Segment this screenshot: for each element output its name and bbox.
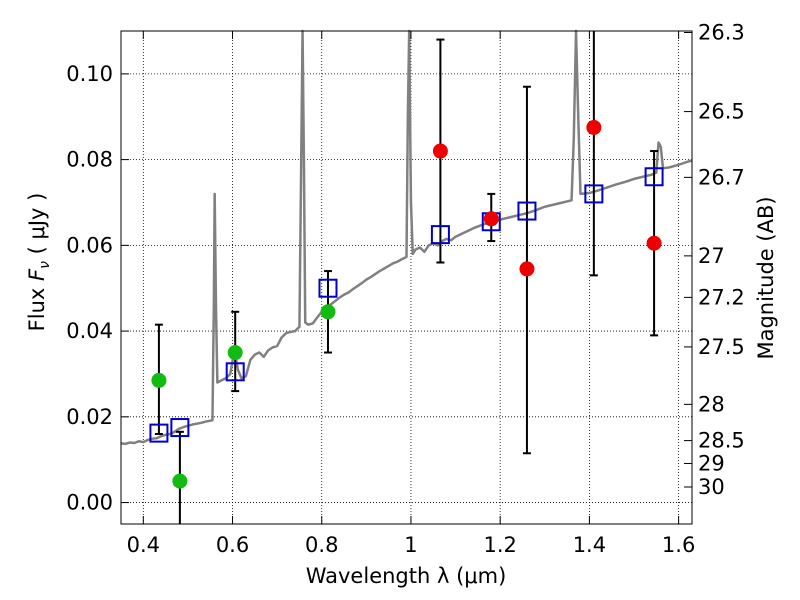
y-tick-label: 0.10 — [66, 62, 113, 86]
spectrum-line — [120, 29, 693, 446]
error-bars — [154, 31, 659, 524]
x-axis-label: Wavelength λ (μm) — [306, 564, 507, 588]
right-tick-label: 27.2 — [698, 285, 745, 309]
tick-labels: 0.4 0.6 0.8 1 1.2 1.4 1.6 0.00 0.02 0.04 0.06 0.08 0… — [66, 21, 745, 557]
green-data-point — [151, 372, 167, 388]
model-square-marker — [170, 418, 190, 438]
data-markers — [149, 119, 664, 489]
red-data-point — [519, 261, 535, 277]
x-tick-label: 0.6 — [216, 533, 249, 557]
model-square-marker — [644, 167, 664, 187]
red-data-point — [483, 211, 499, 227]
red-data-point — [432, 143, 448, 159]
red-data-point — [586, 119, 602, 135]
y-axis-label-sub: ν — [37, 261, 53, 269]
y-tick-label: 0.06 — [66, 233, 113, 257]
right-tick-label: 26.3 — [698, 21, 745, 45]
model-spectrum — [120, 29, 693, 446]
right-tick-label: 26.7 — [698, 165, 745, 189]
right-tick-label: 28 — [698, 392, 725, 416]
right-tick-label: 27 — [698, 244, 725, 268]
x-tick-label: 1.6 — [662, 533, 695, 557]
x-tick-label: 1.2 — [483, 533, 516, 557]
model-square-marker — [584, 184, 604, 204]
model-square-marker — [225, 362, 245, 382]
y-tick-label: 0.00 — [66, 491, 113, 515]
model-square-marker — [430, 225, 450, 245]
axis-ticks — [121, 31, 692, 524]
right-tick-label: 27.5 — [698, 335, 745, 359]
y-axis-label-suffix: ( μJy ) — [25, 193, 49, 261]
y-axis-label-prefix: Flux — [25, 281, 49, 331]
x-tick-label: 0.8 — [305, 533, 338, 557]
red-data-point — [646, 235, 662, 251]
grid-lines — [121, 31, 692, 524]
green-data-point — [172, 473, 188, 489]
x-tick-label: 1.4 — [573, 533, 606, 557]
y-axis-label-symbol: F — [25, 268, 49, 281]
y-tick-label: 0.02 — [66, 405, 113, 429]
model-square-marker — [318, 278, 338, 298]
x-tick-label: 1 — [404, 533, 417, 557]
y-axis-label: Flux Fν ( μJy ) — [25, 193, 53, 332]
green-data-point — [227, 345, 243, 361]
green-data-point — [320, 304, 336, 320]
model-square-marker — [149, 423, 169, 443]
model-square-marker — [517, 201, 537, 221]
y-tick-label: 0.08 — [66, 148, 113, 172]
y-tick-label: 0.04 — [66, 319, 113, 343]
right-axis-label: Magnitude (AB) — [754, 196, 778, 359]
plot-frame — [120, 30, 693, 525]
right-tick-label: 28.5 — [698, 429, 745, 453]
x-tick-label: 0.4 — [127, 533, 160, 557]
right-tick-label: 26.5 — [698, 100, 745, 124]
right-tick-label: 30 — [698, 475, 725, 499]
right-tick-label: 29 — [698, 451, 725, 475]
